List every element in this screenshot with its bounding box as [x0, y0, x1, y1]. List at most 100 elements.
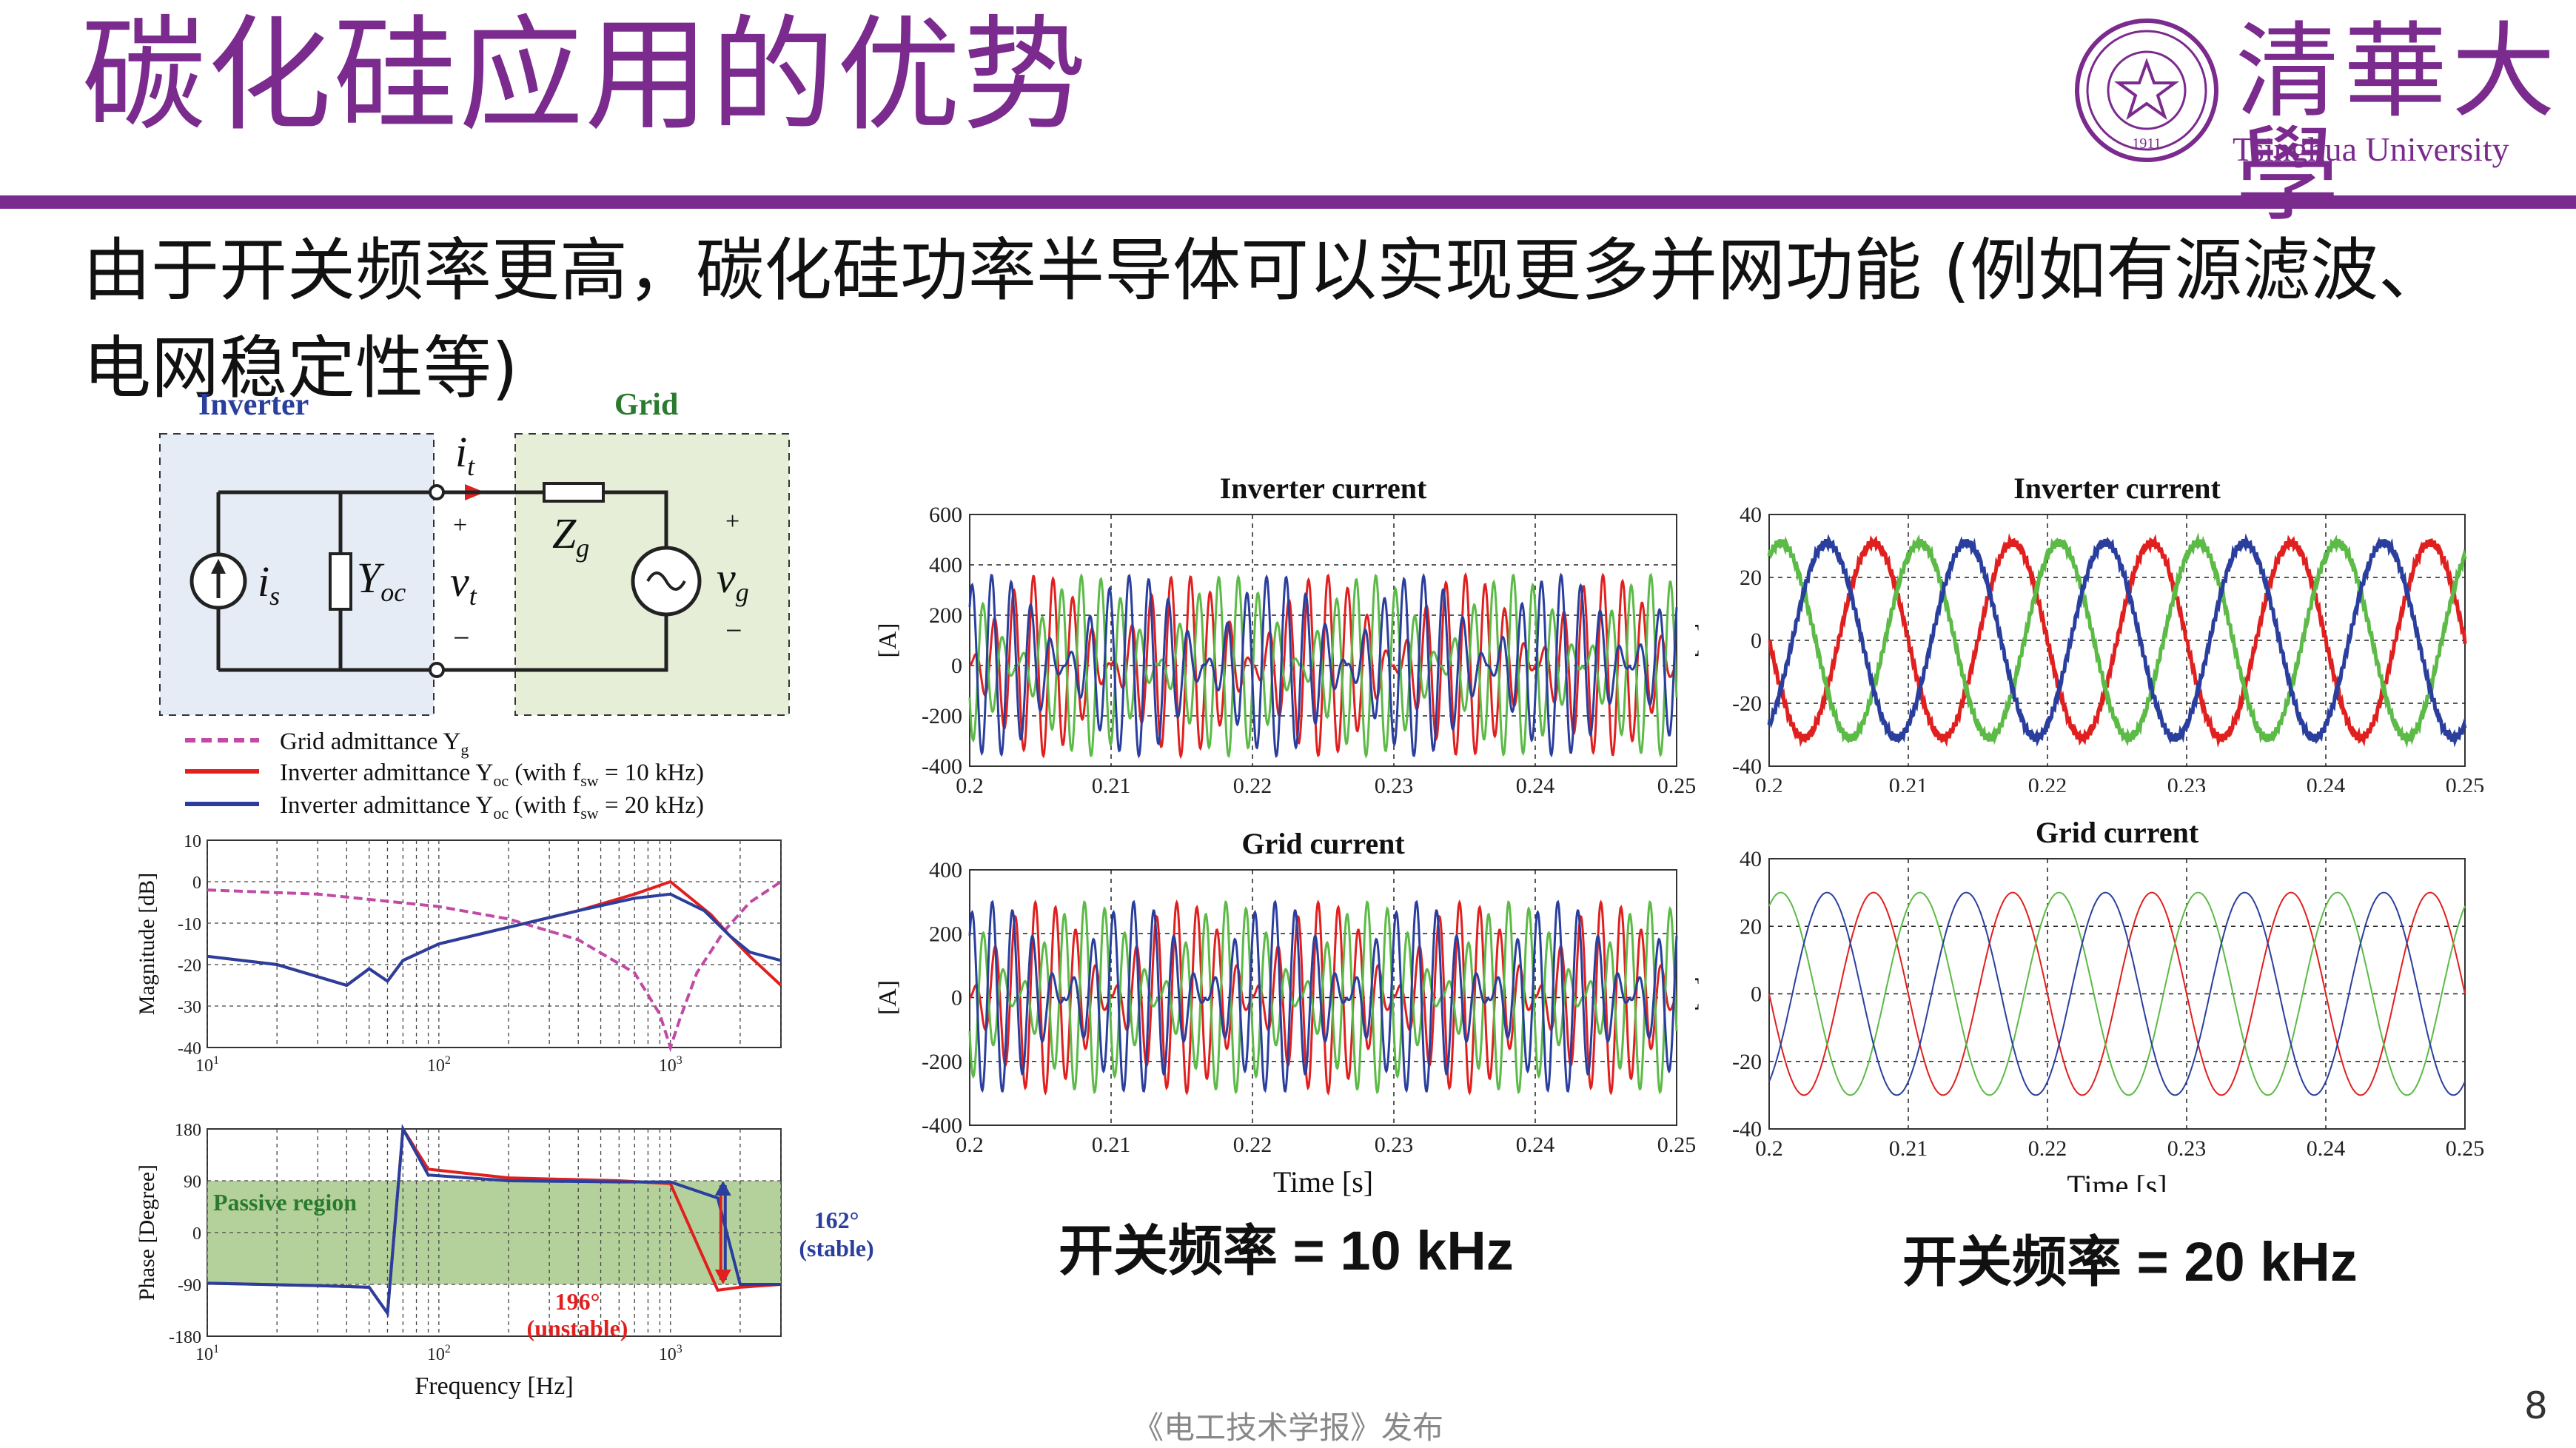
x-tick-label: 0.23	[1375, 774, 1414, 798]
x-tick-label: 0.23	[1375, 1133, 1414, 1157]
stable-label: (stable)	[799, 1235, 873, 1261]
y-tick-label: -180	[169, 1328, 201, 1347]
y-tick-label: -40	[178, 1039, 201, 1059]
series-line-phase-b	[968, 900, 1678, 1095]
caption-10khz: 开关频率 = 10 kHz	[1059, 1220, 1514, 1281]
series-line-phase-c	[968, 572, 1678, 759]
x-tick-label: 0.24	[1516, 774, 1555, 798]
y-axis-label: Magnitude [dB]	[135, 873, 159, 1015]
x-tick-label: 0.21	[1092, 774, 1131, 798]
plot-frame	[207, 839, 782, 1048]
y-tick-label: 200	[929, 922, 962, 946]
y-axis-label: [A]	[1695, 976, 1701, 1011]
y-tick-label: -200	[922, 704, 962, 728]
svg-text:−: −	[725, 614, 742, 647]
legend-item-grid: Grid admittance Yg	[185, 728, 469, 759]
svg-text:Inverter admittance Yoc (with: Inverter admittance Yoc (with fsw = 20 k…	[280, 792, 704, 822]
y-tick-label: 0	[192, 874, 201, 893]
bode-legend: Grid admittance Yg Inverter admittance Y…	[185, 728, 704, 822]
title-divider	[0, 195, 2576, 209]
tsinghua-seal-icon: 1911	[2075, 19, 2218, 162]
x-tick-label: 101	[195, 1343, 219, 1364]
x-tick-label: 103	[659, 1343, 682, 1364]
series-line-phase-a	[969, 899, 1677, 1096]
series-line-phase-a	[969, 572, 1677, 760]
chart-title: Inverter current	[2013, 472, 2221, 505]
grid-label: Grid	[614, 388, 678, 422]
series-line-phase-a	[1768, 533, 2467, 748]
svg-text:vg: vg	[717, 554, 749, 607]
chart-title: Grid current	[1241, 827, 1405, 860]
svg-text:Inverter admittance Yoc (with: Inverter admittance Yoc (with fsw = 10 k…	[280, 760, 704, 790]
y-tick-label: 0	[1751, 982, 1762, 1007]
x-axis-label: Time [s]	[2067, 1169, 2167, 1192]
caption-20khz: 开关频率 = 20 kHz	[1902, 1231, 2358, 1293]
inverter-current-20khz-chart: Inverter current 0.2 0.21 0.22 0.23 0.24 0.25 4…	[1695, 472, 2484, 792]
x-tick-label: 102	[427, 1343, 451, 1364]
inverter-current-10khz-chart: Inverter current 0.2 0.21 0.22 0.23 0.24 0.25 6…	[874, 472, 1696, 798]
x-tick-label: 0.23	[2167, 1136, 2207, 1161]
x-tick-label: 0.25	[2446, 1136, 2485, 1161]
x-tick-label: 0.21	[1092, 1133, 1131, 1157]
series-line-phase-b	[1768, 891, 2466, 1096]
x-tick-label: 0.22	[1233, 1133, 1272, 1157]
unstable-label: (unstable)	[527, 1315, 628, 1341]
svg-text:vt: vt	[450, 557, 477, 611]
y-axis-label: [A]	[874, 623, 902, 657]
y-tick-label: 20	[1740, 914, 1762, 939]
seal-year: 1911	[2132, 135, 2161, 152]
grid-current-20khz-chart: Grid current 0.2 0.21 0.22 0.23 0.24 0.25 40 20 0…	[1695, 816, 2485, 1192]
y-tick-label: 90	[184, 1173, 201, 1192]
y-axis-label: [A]	[1695, 623, 1701, 657]
y-axis-label: [A]	[874, 980, 902, 1015]
y-tick-label: 0	[951, 654, 962, 678]
series-line-phase-b	[968, 572, 1678, 759]
x-tick-label: 0.2	[956, 1133, 984, 1157]
legend-item-20k: Inverter admittance Yoc (with fsw = 20 k…	[185, 792, 704, 822]
series-line-phase-a	[1768, 891, 2466, 1096]
y-tick-label: -200	[922, 1050, 962, 1074]
svg-text:−: −	[453, 621, 470, 654]
inverter-label: Inverter	[198, 388, 309, 422]
y-tick-label: 40	[1740, 503, 1762, 527]
svg-text:+: +	[453, 512, 467, 539]
y-tick-label: -30	[178, 998, 201, 1017]
x-tick-label: 0.24	[1516, 1133, 1555, 1157]
grid-impedance-icon	[543, 482, 605, 503]
y-tick-label: 10	[184, 833, 201, 851]
stable-angle-label: 162°	[814, 1207, 859, 1233]
y-tick-label: 600	[929, 503, 962, 527]
arrow-head-down-icon	[714, 1270, 731, 1284]
x-tick-label: 0.22	[1233, 774, 1272, 798]
footer-source: 《电工技术学报》发布	[1132, 1410, 1443, 1446]
y-tick-label: -40	[1732, 754, 1762, 779]
page-number: 8	[2524, 1384, 2548, 1427]
series-line-phase-c	[1768, 891, 2466, 1096]
y-tick-label: 20	[1740, 566, 1762, 590]
y-tick-label: -90	[178, 1276, 201, 1296]
x-tick-label: 0.24	[2307, 774, 2346, 792]
y-tick-label: -20	[1732, 1050, 1762, 1074]
x-tick-label: 0.24	[2307, 1136, 2346, 1161]
y-tick-label: 40	[1740, 847, 1762, 871]
arrow-head-up-icon	[714, 1181, 731, 1196]
x-axis-label: Frequency [Hz]	[415, 1372, 573, 1400]
y-tick-label: 0	[192, 1224, 201, 1244]
svg-text:Yoc: Yoc	[357, 554, 406, 607]
svg-text:Grid admittance Yg: Grid admittance Yg	[280, 728, 469, 759]
grid-current-10khz-chart: Grid current 0.2 0.21 0.22 0.23 0.24 0.25 400 20…	[874, 827, 1696, 1199]
x-tick-label: 102	[427, 1054, 451, 1076]
x-tick-label: 0.21	[1889, 1136, 1928, 1161]
x-tick-label: 101	[195, 1054, 219, 1076]
x-tick-label: 0.2	[1755, 774, 1783, 792]
x-axis-label: Time [s]	[1273, 1165, 1373, 1199]
x-tick-label: 0.23	[2167, 774, 2207, 792]
y-tick-label: 200	[929, 603, 962, 628]
legend-item-10k: Inverter admittance Yoc (with fsw = 10 k…	[185, 760, 704, 790]
chart-title: Inverter current	[1220, 472, 1427, 505]
x-tick-label: 0.2	[956, 774, 984, 798]
y-tick-label: 400	[929, 858, 962, 882]
y-tick-label: 0	[951, 986, 962, 1010]
y-tick-label: 0	[1751, 629, 1762, 653]
